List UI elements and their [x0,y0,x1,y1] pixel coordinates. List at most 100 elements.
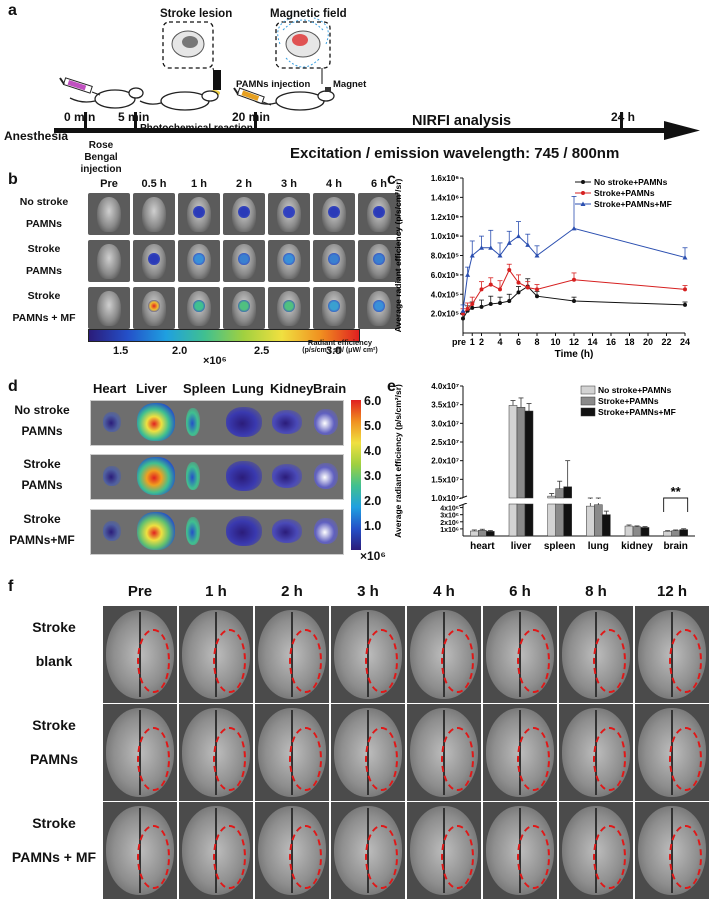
mri-image [483,704,557,801]
lesion-outline [365,825,398,890]
column-header: 1 h [191,178,207,190]
y-axis-label: Average radiant efficiency (p/s/cm²/sr) [393,178,403,332]
y-axis-label: Average radiant efficiency (p/s/cm²/sr) [393,384,403,538]
organ-image-strip [90,400,344,446]
data-point [507,268,512,273]
fluorescence-signal [193,205,205,219]
row-label-line2: PAMNs + MF [12,312,76,324]
legend-swatch [580,396,596,406]
bar [470,530,479,537]
lesion-outline [669,825,702,890]
data-point [470,301,475,306]
category-label: lung [588,541,609,552]
legend-label: Stroke+PAMNs+MF [598,407,676,417]
bar [516,407,526,499]
organ-signal [186,408,200,436]
fluorescence-signal [328,205,340,219]
fluorescence-signal [283,205,295,219]
bar [586,505,595,537]
y-tick-label: 3x10⁶ [440,513,459,520]
x-tick-label: 2 [479,337,484,347]
mri-image [103,704,177,801]
legend-marker [581,180,585,184]
organ-header: Spleen [183,381,226,396]
bar [516,503,526,537]
organ-signal [103,412,121,432]
bar [478,530,487,537]
organ-image-strip [90,454,344,500]
x-axis-label: Time (h) [555,349,594,360]
nirf-image [133,193,175,235]
colorbar-tick: 3.0 [326,345,342,357]
data-point [525,242,531,247]
bar [547,495,556,499]
colorbar-tick: 1.5 [113,345,129,357]
row-label-line1: Stroke [27,243,61,255]
magnet-label: Magnet [333,79,367,90]
tick-0min [84,112,87,128]
data-point [498,300,502,305]
nirf-image [268,240,310,282]
row-label-line1: Stroke [32,815,76,831]
mouse-icon [139,90,219,111]
bar [524,503,534,537]
nirf-image [133,287,175,329]
bar [632,526,642,537]
mouse-head [142,197,166,232]
lesion-outline [669,629,702,694]
organ-signal [137,403,175,441]
colorbar-title-units: (p/s/cm²/ sr)/ (μW/ cm²) [302,347,378,354]
nirf-image [88,240,130,282]
mri-image [635,704,709,801]
bar [663,531,672,537]
nirf-image [313,193,355,235]
data-point [469,253,475,258]
organ-signal [314,518,338,544]
panel-b-letter: b [8,171,18,188]
data-point [479,304,484,309]
nirf-image [313,240,355,282]
bar [555,488,564,499]
data-point [682,254,688,260]
legend-label: Stroke+PAMNs+MF [594,199,672,209]
fluorescence-signal [373,205,385,219]
column-header: 0.5 h [141,178,167,190]
category-label: spleen [544,541,576,552]
legend-marker [580,201,586,206]
fluorescence-signal [148,252,160,266]
fluorescence-signal [283,252,295,266]
mri-image [255,802,329,899]
mri-image [407,606,481,703]
colorbar-tick: 2.0 [172,345,188,357]
panel-d-colorbar [351,400,361,550]
fluorescence-signal [193,252,205,266]
mri-image [483,802,557,899]
nirf-image [178,287,220,329]
row-label: No stroke PAMNs [4,400,80,444]
mri-image [407,704,481,801]
nirf-image [313,287,355,329]
row-label-line1: No stroke [19,196,69,208]
bar [563,503,572,537]
lesion-outline [669,727,702,792]
organ-signal [272,519,302,543]
lesion-outline [441,629,474,694]
organ-signal [186,462,200,490]
organ-signal [226,407,262,437]
time-0min-label: 0 min [64,110,96,124]
fluorescence-signal [238,205,250,219]
organ-signal [137,512,175,550]
time-5min-label: 5 min [118,110,150,124]
organ-signal [103,521,121,541]
y-tick-label: 1.2x10⁶ [431,213,459,222]
column-header: 4 h [326,178,342,190]
lesion-outline [289,629,322,694]
mouse-icon [69,87,144,109]
data-point [572,277,576,282]
y-tick-label: 1.0x10⁶ [431,232,459,241]
colorbar-tick: 2.5 [254,345,270,357]
category-label: kidney [621,541,653,552]
data-point [498,287,502,292]
lesion-outline [441,727,474,792]
nirf-image [223,287,265,329]
